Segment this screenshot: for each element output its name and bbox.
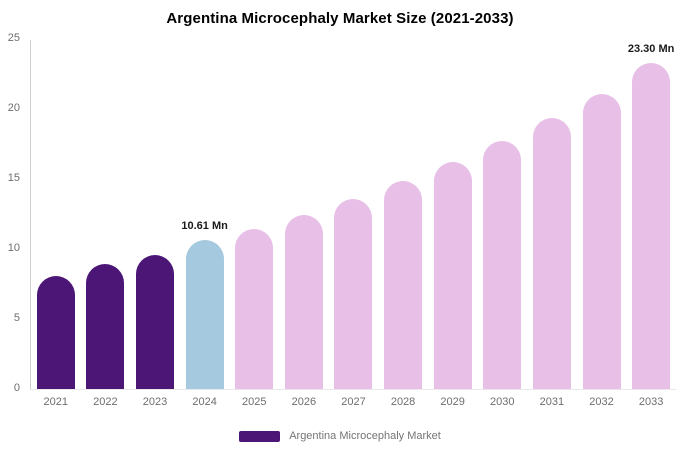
- y-tick-label-25: 25: [7, 32, 20, 44]
- x-tick-label-2021: 2021: [43, 396, 69, 408]
- x-tick-label-2023: 2023: [142, 396, 168, 408]
- x-tick-label-2024: 2024: [192, 396, 217, 408]
- bar-2028[interactable]: [384, 181, 423, 389]
- bar-slot-2022: 2022: [81, 40, 131, 408]
- data-label-2033: 23.30 Mn: [627, 42, 675, 55]
- bar-2021[interactable]: [36, 275, 75, 389]
- bar-2029[interactable]: [433, 162, 472, 389]
- x-tick-label-2031: 2031: [539, 396, 565, 408]
- x-tick-label-2026: 2026: [291, 396, 317, 408]
- bar-slot-2031: 2031: [527, 40, 577, 408]
- bar-slot-2027: 2027: [329, 40, 379, 408]
- bar-slot-2025: 2025: [229, 40, 279, 408]
- bar-slot-2030: 2030: [477, 40, 527, 408]
- x-tick-label-2028: 2028: [390, 396, 416, 408]
- y-tick-label-0: 0: [13, 382, 20, 394]
- x-tick-label-2025: 2025: [241, 396, 267, 408]
- bar-slot-2026: 2026: [279, 40, 329, 408]
- x-tick-label-2032: 2032: [589, 396, 614, 408]
- y-tick-label-10: 10: [7, 242, 20, 254]
- x-tick-label-2022: 2022: [93, 396, 118, 408]
- bar-slot-2021: 2021: [31, 40, 81, 408]
- bar-2022[interactable]: [86, 264, 125, 389]
- bar-slot-2032: 2032: [577, 40, 627, 408]
- x-tick-label-2027: 2027: [341, 396, 366, 408]
- bar-2032[interactable]: [582, 93, 621, 389]
- legend-label: Argentina Microcephaly Market: [289, 430, 441, 442]
- x-tick-label-2029: 2029: [440, 396, 465, 408]
- chart-title: Argentina Microcephaly Market Size (2021…: [166, 10, 514, 27]
- bar-2025[interactable]: [235, 228, 274, 389]
- bar-2033[interactable]: [632, 62, 671, 389]
- data-label-2024: 10.61 Mn: [181, 220, 228, 233]
- bar-slot-2024: 2024 10.61 Mn: [180, 40, 230, 408]
- y-tick-label-5: 5: [13, 312, 20, 324]
- plot-area: 0 5 10 15 20 25 2021 2022 2023 2024 10.61 Mn 2025 20…: [8, 33, 676, 408]
- bar-2024[interactable]: [185, 240, 224, 389]
- bar-slot-2033: 2033 23.30 Mn: [626, 40, 676, 408]
- bar-2026[interactable]: [284, 214, 323, 389]
- bar-slot-2028: 2028: [378, 40, 428, 408]
- bar-2031[interactable]: [532, 118, 571, 389]
- bar-2027[interactable]: [334, 198, 373, 389]
- y-tick-label-20: 20: [7, 102, 20, 114]
- bar-2023[interactable]: [136, 254, 175, 389]
- legend-swatch: [239, 430, 281, 442]
- bar-slot-2023: 2023: [130, 40, 180, 408]
- legend[interactable]: Argentina Microcephaly Market: [0, 430, 680, 442]
- y-tick-label-15: 15: [7, 172, 20, 184]
- x-tick-label-2033: 2033: [638, 396, 664, 408]
- bar-slot-2029: 2029: [428, 40, 478, 408]
- bar-2030[interactable]: [483, 141, 522, 389]
- x-tick-label-2030: 2030: [490, 396, 515, 408]
